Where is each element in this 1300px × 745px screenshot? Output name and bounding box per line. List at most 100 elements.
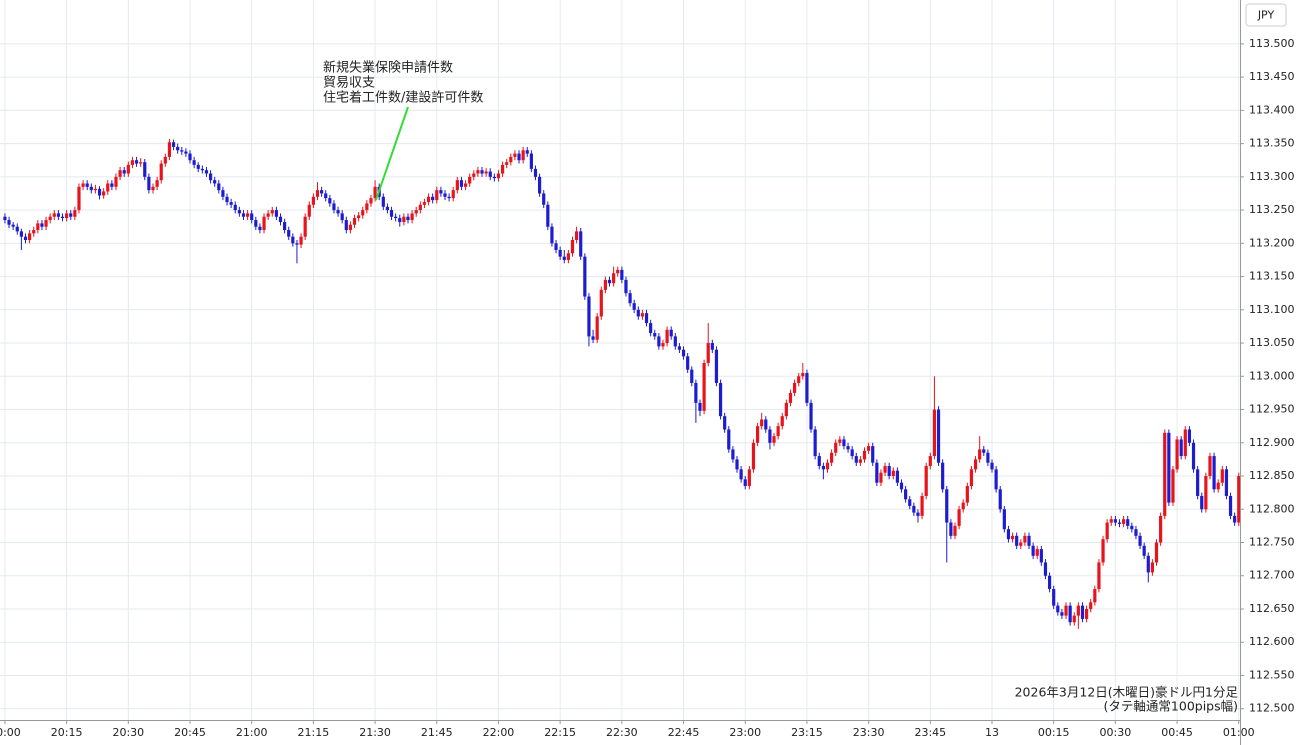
candle-body <box>1072 615 1076 623</box>
candle-body <box>1142 545 1146 556</box>
candle-body <box>134 160 139 164</box>
candle-body <box>521 150 525 161</box>
candle-body <box>928 456 932 467</box>
candle-body <box>468 176 472 184</box>
candle-body <box>439 190 443 194</box>
candle-body <box>204 170 209 174</box>
candle-body <box>332 203 336 211</box>
candle-body <box>575 231 579 240</box>
candle-body <box>365 203 369 211</box>
candle-body <box>283 222 287 231</box>
candle-body <box>258 226 262 231</box>
candle-body <box>48 216 52 221</box>
candle-body <box>994 469 998 490</box>
candle-body <box>632 303 636 310</box>
candle-body <box>1179 439 1183 457</box>
candle-body <box>1138 535 1142 546</box>
candle-body <box>389 210 394 217</box>
y-tick-label: 113.400 <box>1249 103 1295 116</box>
candle-body <box>303 216 307 237</box>
candles <box>3 138 1240 629</box>
y-tick-label: 113.150 <box>1249 270 1295 283</box>
candle-body <box>188 153 192 161</box>
candle-body <box>945 489 949 523</box>
y-tick-label: 113.200 <box>1249 236 1295 249</box>
candle-body <box>484 171 488 174</box>
candle-body <box>624 279 628 294</box>
candle-body <box>180 150 184 152</box>
candle-body <box>871 446 875 463</box>
candle-body <box>792 382 797 393</box>
candle-body <box>328 198 332 204</box>
candle-body <box>743 479 747 486</box>
candle-body <box>85 183 89 187</box>
x-tick-label: 20:45 <box>174 726 206 739</box>
y-tick-label: 112.800 <box>1249 502 1295 515</box>
candle-body <box>1023 535 1027 543</box>
candle-body <box>344 220 348 231</box>
candle-body <box>830 452 834 463</box>
candle-body <box>1035 549 1039 556</box>
candle-body <box>352 218 357 225</box>
candle-body <box>1002 509 1006 530</box>
candle-body <box>270 210 274 214</box>
candle-body <box>106 183 110 192</box>
candle-body <box>965 485 969 503</box>
candle-body <box>661 343 665 347</box>
y-tick-label: 112.750 <box>1249 535 1295 548</box>
candle-body <box>891 470 895 477</box>
candle-body <box>28 233 32 240</box>
candle-body <box>208 173 213 181</box>
candle-body <box>299 236 303 245</box>
candle-body <box>147 176 151 191</box>
x-tick-label: 21:30 <box>359 726 391 739</box>
candle-body <box>32 230 36 234</box>
candle-body <box>599 289 603 317</box>
candle-body <box>583 256 587 297</box>
candle-body <box>1134 529 1138 536</box>
candle-body <box>1191 442 1196 470</box>
x-tick-label: 23:30 <box>853 726 885 739</box>
candle-body <box>122 170 126 174</box>
candle-body <box>1101 539 1105 563</box>
candle-body <box>509 156 513 163</box>
candle-body <box>936 409 941 463</box>
candle-body <box>1122 519 1126 524</box>
candle-body <box>1113 519 1117 523</box>
candle-body <box>1237 476 1240 523</box>
candle-body <box>60 216 65 219</box>
candle-body <box>595 316 599 340</box>
candle-body <box>969 469 974 486</box>
candle-body <box>324 193 328 199</box>
y-tick-label: 112.600 <box>1249 635 1295 648</box>
candle-body <box>15 226 19 232</box>
candle-body <box>529 153 533 169</box>
candle-body <box>805 372 809 403</box>
candle-body <box>414 210 418 214</box>
candle-body <box>788 392 793 403</box>
candle-body <box>825 462 830 470</box>
candle-body <box>274 210 278 217</box>
candle-body <box>1043 562 1048 576</box>
candle-body <box>266 213 270 217</box>
candle-body <box>472 173 476 177</box>
candle-body <box>587 296 591 337</box>
candle-body <box>875 462 879 483</box>
candle-body <box>11 224 15 227</box>
candle-body <box>93 188 98 191</box>
candle-body <box>764 419 768 430</box>
annotation-line: 貿易収支 <box>323 76 375 91</box>
annotation-line: 住宅着工件数/建設許可件数 <box>323 90 483 106</box>
candle-body <box>1060 612 1064 616</box>
candle-body <box>143 162 147 177</box>
candle-body <box>706 343 710 363</box>
candle-body <box>155 180 159 187</box>
candle-body <box>488 171 492 177</box>
candle-body <box>1084 608 1089 619</box>
y-tick-label: 113.050 <box>1249 336 1295 349</box>
candle-body <box>517 153 521 161</box>
candle-body <box>1076 605 1080 616</box>
y-tick-label: 113.450 <box>1249 70 1295 83</box>
candle-body <box>949 522 953 536</box>
candle-body <box>755 426 760 443</box>
